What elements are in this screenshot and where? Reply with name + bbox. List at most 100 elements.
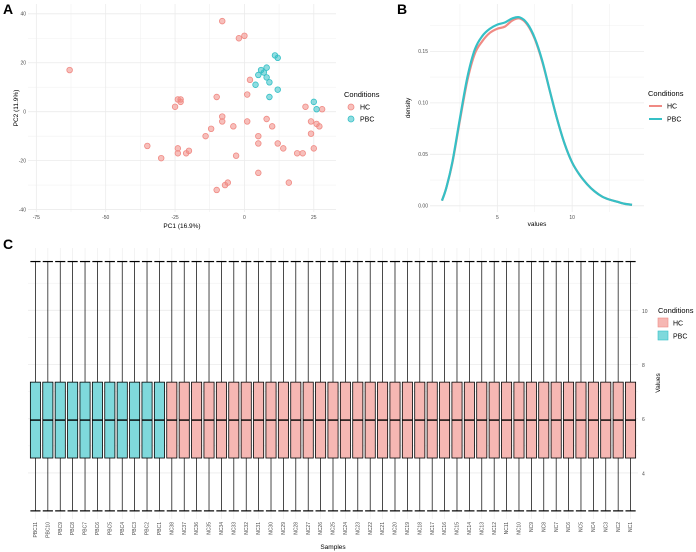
box-pbc10 xyxy=(42,260,54,512)
pca-legend-hc-label: HC xyxy=(360,105,370,112)
box-x-tick-label: NC3 xyxy=(603,522,609,532)
box-pbc6 xyxy=(91,260,103,512)
pca-point-hc xyxy=(174,150,182,157)
box-nc15 xyxy=(451,260,463,512)
pca-x-tick-label: -75 xyxy=(33,215,40,221)
density-x-axis-label: values xyxy=(528,221,548,228)
density-legend-pbc-label: PBC xyxy=(667,117,681,124)
pca-tick-labels: -75 -50 -25 0 25 -40 -20 0 20 40 xyxy=(19,12,317,221)
pca-point-hc xyxy=(307,118,315,125)
box-x-tick-label: NC8 xyxy=(541,522,547,532)
box-y-tick-label: 10 xyxy=(642,309,648,315)
pca-point-hc xyxy=(66,66,73,74)
box-x-tick-label: NC27 xyxy=(306,522,312,535)
pca-point-hc xyxy=(244,91,251,98)
density-y-tick-label: 0.10 xyxy=(418,101,428,107)
pca-point-hc xyxy=(171,103,179,110)
density-tick-labels: 5 10 0.00 0.05 0.10 0.15 xyxy=(418,49,575,221)
box-x-tick-label: PBC11 xyxy=(33,522,39,538)
pca-point-hc xyxy=(213,93,220,101)
box-pbc4 xyxy=(116,260,128,512)
box-nc7 xyxy=(550,260,562,512)
box-nc5 xyxy=(575,260,587,512)
pca-point-hc xyxy=(241,32,248,40)
pca-point-pbc xyxy=(274,54,281,62)
pca-point-pbc xyxy=(260,69,268,76)
pca-point-hc xyxy=(230,123,237,130)
box-y-tick-label: 6 xyxy=(642,417,645,423)
box-x-tick-label: NC34 xyxy=(219,522,225,535)
pca-x-tick-label: -25 xyxy=(171,215,178,221)
box-nc4 xyxy=(587,260,599,512)
box-x-axis-label: Samples xyxy=(320,544,346,551)
pca-point-hc xyxy=(219,17,226,25)
box-x-tick-label: NC6 xyxy=(566,522,572,532)
box-x-tick-label: PBC10 xyxy=(45,522,51,538)
box-nc38 xyxy=(166,260,178,512)
box-legend-title: Conditions xyxy=(658,306,694,315)
pca-point-hc xyxy=(202,132,209,140)
pca-point-pbc xyxy=(266,79,273,86)
pca-point-pbc xyxy=(310,98,318,106)
box-x-tick-label: NC19 xyxy=(405,522,411,535)
density-legend: Conditions HC PBC xyxy=(648,89,684,124)
box-nc31 xyxy=(253,260,265,512)
box-pbc1 xyxy=(153,260,165,512)
box-nc11 xyxy=(501,260,513,512)
box-nc26 xyxy=(315,260,327,512)
box-x-tick-label: NC32 xyxy=(244,522,250,535)
box-nc35 xyxy=(203,260,215,512)
pca-point-hc xyxy=(299,150,306,157)
box-nc10 xyxy=(513,260,525,512)
pca-point-hc xyxy=(232,152,240,159)
box-x-tick-label: PBC9 xyxy=(58,522,64,535)
pca-point-hc xyxy=(244,118,251,125)
box-x-tick-label: PBC7 xyxy=(83,522,89,535)
pca-point-hc xyxy=(274,140,281,147)
box-nc14 xyxy=(463,260,475,512)
box-legend-hc-label: HC xyxy=(673,321,683,328)
pca-point-hc xyxy=(221,181,229,189)
pca-plot-background xyxy=(28,4,336,212)
pca-point-hc xyxy=(255,140,262,147)
pca-point-hc xyxy=(307,130,315,137)
pca-point-hc xyxy=(293,150,301,157)
box-x-tick-label: PBC1 xyxy=(157,522,163,535)
box-x-tick-label: NC23 xyxy=(355,522,361,535)
box-x-tick-label: NC33 xyxy=(231,522,237,535)
pca-y-tick-label: 0 xyxy=(23,109,26,115)
box-nc30 xyxy=(265,260,277,512)
box-pbc2 xyxy=(141,260,153,512)
pca-y-tick-label: 20 xyxy=(20,61,26,67)
density-legend-title: Conditions xyxy=(648,89,684,98)
box-nc17 xyxy=(426,260,438,512)
box-nc23 xyxy=(352,260,364,512)
pca-legend: Conditions HC PBC xyxy=(344,90,380,124)
box-nc33 xyxy=(228,260,240,512)
box-x-tick-label: NC37 xyxy=(182,522,188,535)
pca-point-hc xyxy=(144,142,151,150)
pca-y-tick-label: -20 xyxy=(19,158,26,164)
box-x-tick-label: NC25 xyxy=(331,522,337,535)
panel-c-boxplots: 4 6 8 10 PBC11 PBC10 PBC9 PBC8 PBC7 PBC6 PBC5 PBC4 P… xyxy=(28,248,694,551)
box-tick-labels: 4 6 8 10 PBC11 PBC10 PBC9 PBC8 PBC7 PBC6 PBC5 PBC4 P… xyxy=(33,309,648,538)
box-nc29 xyxy=(277,260,289,512)
box-legend-hc-swatch xyxy=(657,317,669,328)
box-nc36 xyxy=(191,260,203,512)
box-nc25 xyxy=(327,260,339,512)
pca-point-hc xyxy=(182,150,190,157)
pca-point-pbc xyxy=(263,64,270,71)
density-x-tick-label: 10 xyxy=(569,215,575,221)
pca-point-hc xyxy=(213,186,220,194)
pca-x-tick-label: 25 xyxy=(311,215,317,221)
box-nc37 xyxy=(178,260,190,512)
box-x-tick-label: NC11 xyxy=(504,522,510,535)
panel-a-pca-scatter: -75 -50 -25 0 25 -40 -20 0 20 40 PC1 (16.9%) PC2 … xyxy=(13,4,380,230)
box-x-tick-label: NC1 xyxy=(628,522,634,532)
pca-point-hc xyxy=(157,154,165,162)
density-y-tick-label: 0.05 xyxy=(418,152,428,158)
box-x-tick-label: NC12 xyxy=(492,522,498,535)
density-y-tick-label: 0.00 xyxy=(418,204,428,210)
pca-gridlines xyxy=(28,4,336,212)
box-x-tick-label: NC5 xyxy=(579,522,585,532)
